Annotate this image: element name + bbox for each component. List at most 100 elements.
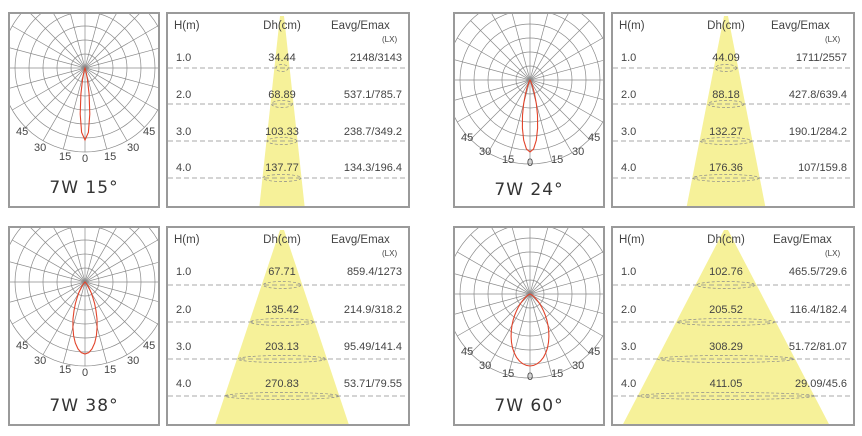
spot-ellipse [271, 100, 293, 108]
panel-title: 7W 24° [494, 180, 564, 200]
row-eavg-emax: 238.7/349.2 [343, 126, 402, 138]
polar-label-0: 0 [527, 371, 534, 383]
row-eavg-emax: 116.4/182.4 [789, 304, 847, 316]
row-height: 4.0 [176, 378, 192, 390]
row-diameter: 68.89 [268, 89, 296, 101]
polar-label-30-left: 30 [479, 146, 492, 158]
polar-label-15-right: 15 [104, 151, 117, 163]
polar-diagram [455, 228, 603, 379]
polar-label-0: 0 [82, 367, 89, 379]
beam-cone [613, 230, 853, 424]
spot-ellipse [692, 174, 760, 182]
polar-label-0: 0 [527, 157, 534, 169]
row-diameter: 102.76 [709, 266, 743, 278]
beam-cone [613, 16, 853, 206]
spot-ellipse [707, 100, 745, 108]
beam-cone [168, 230, 408, 424]
row-diameter: 103.33 [265, 126, 299, 138]
row-height: 2.0 [621, 304, 637, 316]
row-height: 4.0 [176, 162, 192, 174]
table-panel-38: H(m) Dh(cm) Eavg/Emax (LX) 1.0 67.71 859… [166, 226, 410, 426]
intensity-curve [79, 66, 91, 142]
row-eavg-emax: 537.1/785.7 [343, 89, 402, 101]
beam-cone-fill [259, 16, 305, 206]
table-panel-15: H(m) Dh(cm) Eavg/Emax (LX) 1.0 34.44 214… [166, 12, 410, 208]
header-eavg-emax: Eavg/Emax [771, 20, 830, 32]
row-eavg-emax: 859.4/1273 [346, 266, 402, 278]
polar-label-15-right: 15 [104, 364, 117, 376]
polar-diagram [10, 14, 158, 153]
polar-panel-24: 45 30 15 0 15 30 45 7W 24° [453, 12, 605, 208]
header-eavg-emax: Eavg/Emax [773, 234, 832, 246]
polar-label-30-right: 30 [127, 142, 140, 154]
header-unit: (LX) [382, 249, 398, 258]
row-height: 3.0 [176, 341, 192, 353]
polar-label-15-left: 15 [502, 154, 515, 166]
row-height: 4.0 [621, 162, 637, 174]
row-eavg-emax: 214.9/318.2 [343, 304, 402, 316]
row-diameter: 205.52 [709, 304, 743, 316]
beam-cone [168, 16, 408, 206]
header-diameter: Dh(cm) [707, 234, 745, 246]
panel-title: 7W 60° [494, 396, 564, 416]
header-eavg-emax: Eavg/Emax [331, 20, 390, 32]
panel-title: 7W 15° [49, 178, 119, 198]
row-diameter: 203.13 [265, 341, 299, 353]
row-height: 3.0 [176, 126, 192, 138]
spot-ellipse [657, 355, 795, 363]
polar-diagram [10, 228, 158, 367]
spot-ellipse [275, 64, 289, 72]
row-diameter: 135.42 [265, 304, 299, 316]
spot-ellipse [696, 281, 756, 289]
row-diameter: 67.71 [268, 266, 296, 278]
polar-label-45-right: 45 [588, 132, 601, 144]
polar-label-30-right: 30 [572, 146, 585, 158]
polar-label-15-left: 15 [59, 151, 72, 163]
row-height: 3.0 [621, 126, 637, 138]
header-unit: (LX) [825, 249, 841, 258]
spot-ellipse [699, 137, 753, 145]
row-eavg-emax: 95.49/141.4 [343, 341, 402, 353]
spot-ellipse [714, 64, 738, 72]
beam-cone-fill [623, 230, 829, 424]
header-height: H(m) [619, 234, 645, 246]
polar-label-0: 0 [82, 153, 89, 165]
spot-ellipse [262, 281, 302, 289]
intensity-curve [72, 281, 98, 355]
row-diameter: 176.36 [709, 162, 743, 174]
table-panel-24: H(m) Dh(cm) Eavg/Emax (LX) 1.0 44.09 171… [611, 12, 855, 208]
row-height: 1.0 [176, 52, 192, 64]
header-height: H(m) [619, 20, 645, 32]
header-diameter: Dh(cm) [707, 20, 745, 32]
polar-diagram [455, 14, 603, 165]
polar-label-45-left: 45 [461, 132, 474, 144]
header-diameter: Dh(cm) [263, 234, 301, 246]
row-eavg-emax: 107/159.8 [798, 162, 847, 174]
header-height: H(m) [174, 234, 200, 246]
row-diameter: 308.29 [709, 341, 743, 353]
row-diameter: 270.83 [265, 378, 299, 390]
row-eavg-emax: 1711/2557 [795, 52, 847, 64]
spot-ellipse [224, 392, 340, 400]
row-height: 1.0 [176, 266, 192, 278]
panel-title: 7W 38° [49, 396, 119, 416]
spot-ellipse [237, 355, 327, 363]
polar-label-15-right: 15 [551, 154, 564, 166]
row-eavg-emax: 29.09/45.6 [795, 378, 847, 390]
spot-ellipse [266, 137, 298, 145]
intensity-curve [510, 293, 550, 367]
row-height: 1.0 [621, 266, 637, 278]
table-panel-60: H(m) Dh(cm) Eavg/Emax (LX) 1.0 102.76 46… [611, 226, 855, 426]
header-unit: (LX) [825, 35, 841, 44]
row-diameter: 132.27 [709, 126, 743, 138]
row-height: 2.0 [621, 89, 637, 101]
header-diameter: Dh(cm) [263, 20, 301, 32]
polar-label-45-right: 45 [143, 126, 156, 138]
row-eavg-emax: 134.3/196.4 [343, 162, 402, 174]
spot-ellipse [676, 318, 776, 326]
intensity-curve [521, 79, 539, 153]
row-eavg-emax: 53.71/79.55 [343, 378, 402, 390]
polar-label-30-left: 30 [34, 355, 47, 367]
row-eavg-emax: 2148/3143 [350, 52, 402, 64]
row-height: 4.0 [621, 378, 637, 390]
